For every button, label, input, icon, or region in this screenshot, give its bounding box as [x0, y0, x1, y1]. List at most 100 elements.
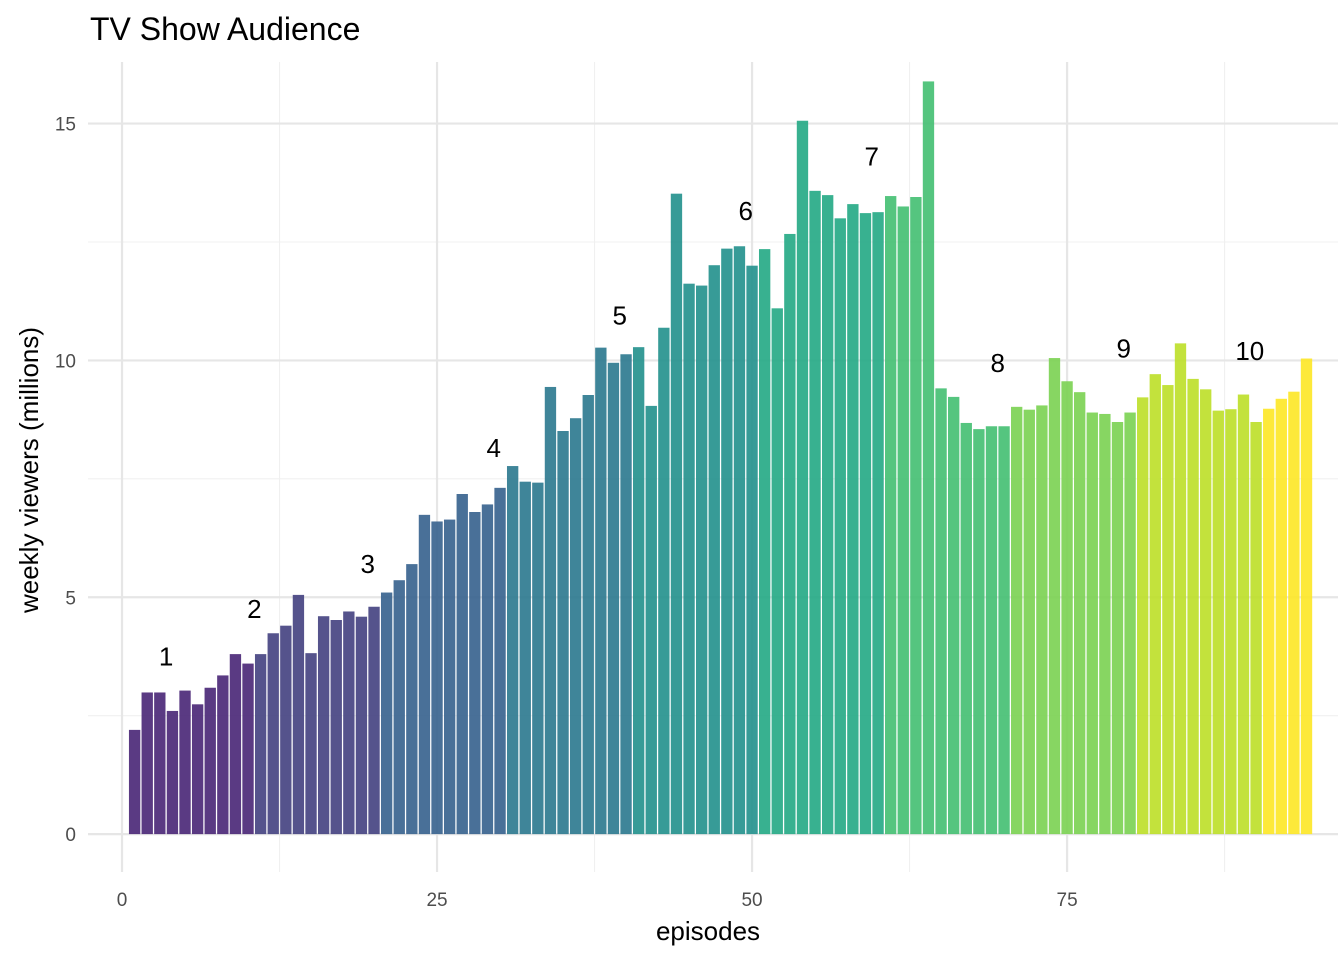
bar-episode-16	[317, 616, 330, 835]
bar-episode-38	[595, 347, 607, 835]
bar-episode-34	[544, 386, 557, 835]
bar-episode-94	[1300, 358, 1313, 835]
bar-episode-56	[822, 195, 834, 835]
bar-episode-21	[380, 592, 393, 835]
bar-episode-52	[771, 308, 783, 835]
x-tick-label-75: 75	[1057, 890, 1078, 911]
bar-episode-9	[229, 654, 242, 835]
bar-episode-71	[1011, 406, 1023, 835]
x-tick-label-0: 0	[117, 890, 128, 911]
y-tick-label-5: 5	[65, 588, 76, 609]
bar-episode-5	[179, 690, 191, 835]
bar-episode-1	[128, 729, 141, 835]
bar-episode-85	[1187, 378, 1199, 835]
bar-episode-73	[1036, 405, 1048, 835]
bar-episode-48	[721, 248, 733, 835]
bars	[128, 81, 1313, 835]
bar-episode-93	[1288, 391, 1300, 835]
x-axis: 0 25 50 75	[117, 890, 1078, 911]
bar-episode-15	[305, 653, 317, 835]
bar-episode-59	[859, 213, 872, 835]
bar-episode-47	[708, 265, 720, 835]
season-label-4: 4	[487, 433, 501, 463]
bar-episode-75	[1061, 381, 1073, 835]
bar-episode-88	[1225, 409, 1237, 835]
bar-episode-50	[746, 265, 758, 835]
season-label-5: 5	[613, 300, 627, 330]
bar-episode-11	[254, 654, 267, 835]
bar-episode-86	[1200, 389, 1212, 835]
season-label-2: 2	[247, 594, 261, 624]
bar-episode-84	[1174, 343, 1187, 835]
season-label-9: 9	[1117, 334, 1131, 364]
bar-episode-90	[1250, 422, 1262, 835]
y-tick-label-10: 10	[55, 351, 76, 372]
bar-episode-80	[1124, 412, 1136, 835]
bar-episode-6	[191, 704, 204, 835]
bar-episode-92	[1275, 398, 1287, 835]
bar-episode-76	[1074, 392, 1086, 835]
bar-episode-44	[670, 193, 683, 835]
y-axis: 0 5 10 15	[55, 115, 76, 847]
bar-episode-83	[1162, 385, 1174, 835]
bar-episode-41	[632, 347, 645, 835]
x-axis-title: episodes	[656, 916, 760, 946]
bar-episode-31	[506, 466, 519, 835]
bar-episode-61	[885, 196, 897, 835]
bar-episode-32	[519, 481, 531, 835]
bar-episode-30	[494, 487, 506, 835]
bar-episode-79	[1111, 422, 1124, 835]
bar-episode-20	[368, 606, 380, 835]
bar-episode-67	[960, 422, 972, 835]
bar-episode-64	[922, 81, 935, 835]
bar-episode-81	[1137, 397, 1149, 835]
bar-episode-49	[733, 246, 746, 835]
bar-episode-54	[796, 120, 809, 835]
bar-episode-58	[847, 204, 859, 835]
bar-episode-26	[443, 519, 456, 835]
bar-episode-74	[1048, 358, 1061, 835]
season-labels: 1 2 3 4 5 6 7 8 9 10	[159, 142, 1264, 672]
bar-episode-40	[620, 354, 632, 835]
bar-episode-25	[431, 521, 443, 835]
bar-episode-17	[330, 620, 342, 835]
bar-episode-19	[355, 616, 368, 835]
bar-episode-12	[267, 633, 279, 835]
bar-episode-77	[1086, 412, 1098, 835]
bar-episode-28	[469, 512, 481, 835]
bar-episode-23	[406, 564, 418, 835]
bar-episode-37	[582, 395, 594, 835]
season-label-1: 1	[159, 641, 173, 671]
season-label-10: 10	[1235, 336, 1264, 366]
bar-episode-36	[569, 418, 582, 835]
bar-episode-27	[456, 494, 468, 835]
bar-episode-62	[897, 206, 909, 835]
bar-episode-24	[418, 514, 431, 835]
bar-episode-14	[292, 594, 305, 835]
x-tick-label-50: 50	[741, 890, 762, 911]
bar-episode-82	[1149, 374, 1161, 835]
bar-episode-39	[607, 362, 620, 835]
bar-episode-42	[645, 405, 657, 835]
bar-episode-45	[683, 283, 695, 835]
bar-episode-18	[343, 611, 355, 835]
season-label-6: 6	[739, 196, 753, 226]
bar-episode-22	[393, 580, 405, 835]
bar-episode-8	[217, 675, 229, 835]
season-label-8: 8	[991, 348, 1005, 378]
y-tick-label-15: 15	[55, 115, 76, 136]
bar-episode-33	[532, 482, 544, 835]
bar-episode-69	[985, 426, 998, 835]
bar-episode-10	[242, 663, 254, 835]
bar-episode-72	[1023, 409, 1035, 835]
bar-episode-3	[154, 692, 166, 835]
bar-episode-68	[973, 429, 985, 835]
bar-episode-66	[948, 396, 960, 835]
bar-episode-53	[784, 233, 796, 835]
bar-episode-4	[166, 710, 179, 835]
bar-episode-51	[758, 249, 771, 835]
y-tick-label-0: 0	[65, 825, 76, 846]
bar-episode-60	[872, 212, 884, 835]
bar-episode-70	[998, 426, 1010, 835]
